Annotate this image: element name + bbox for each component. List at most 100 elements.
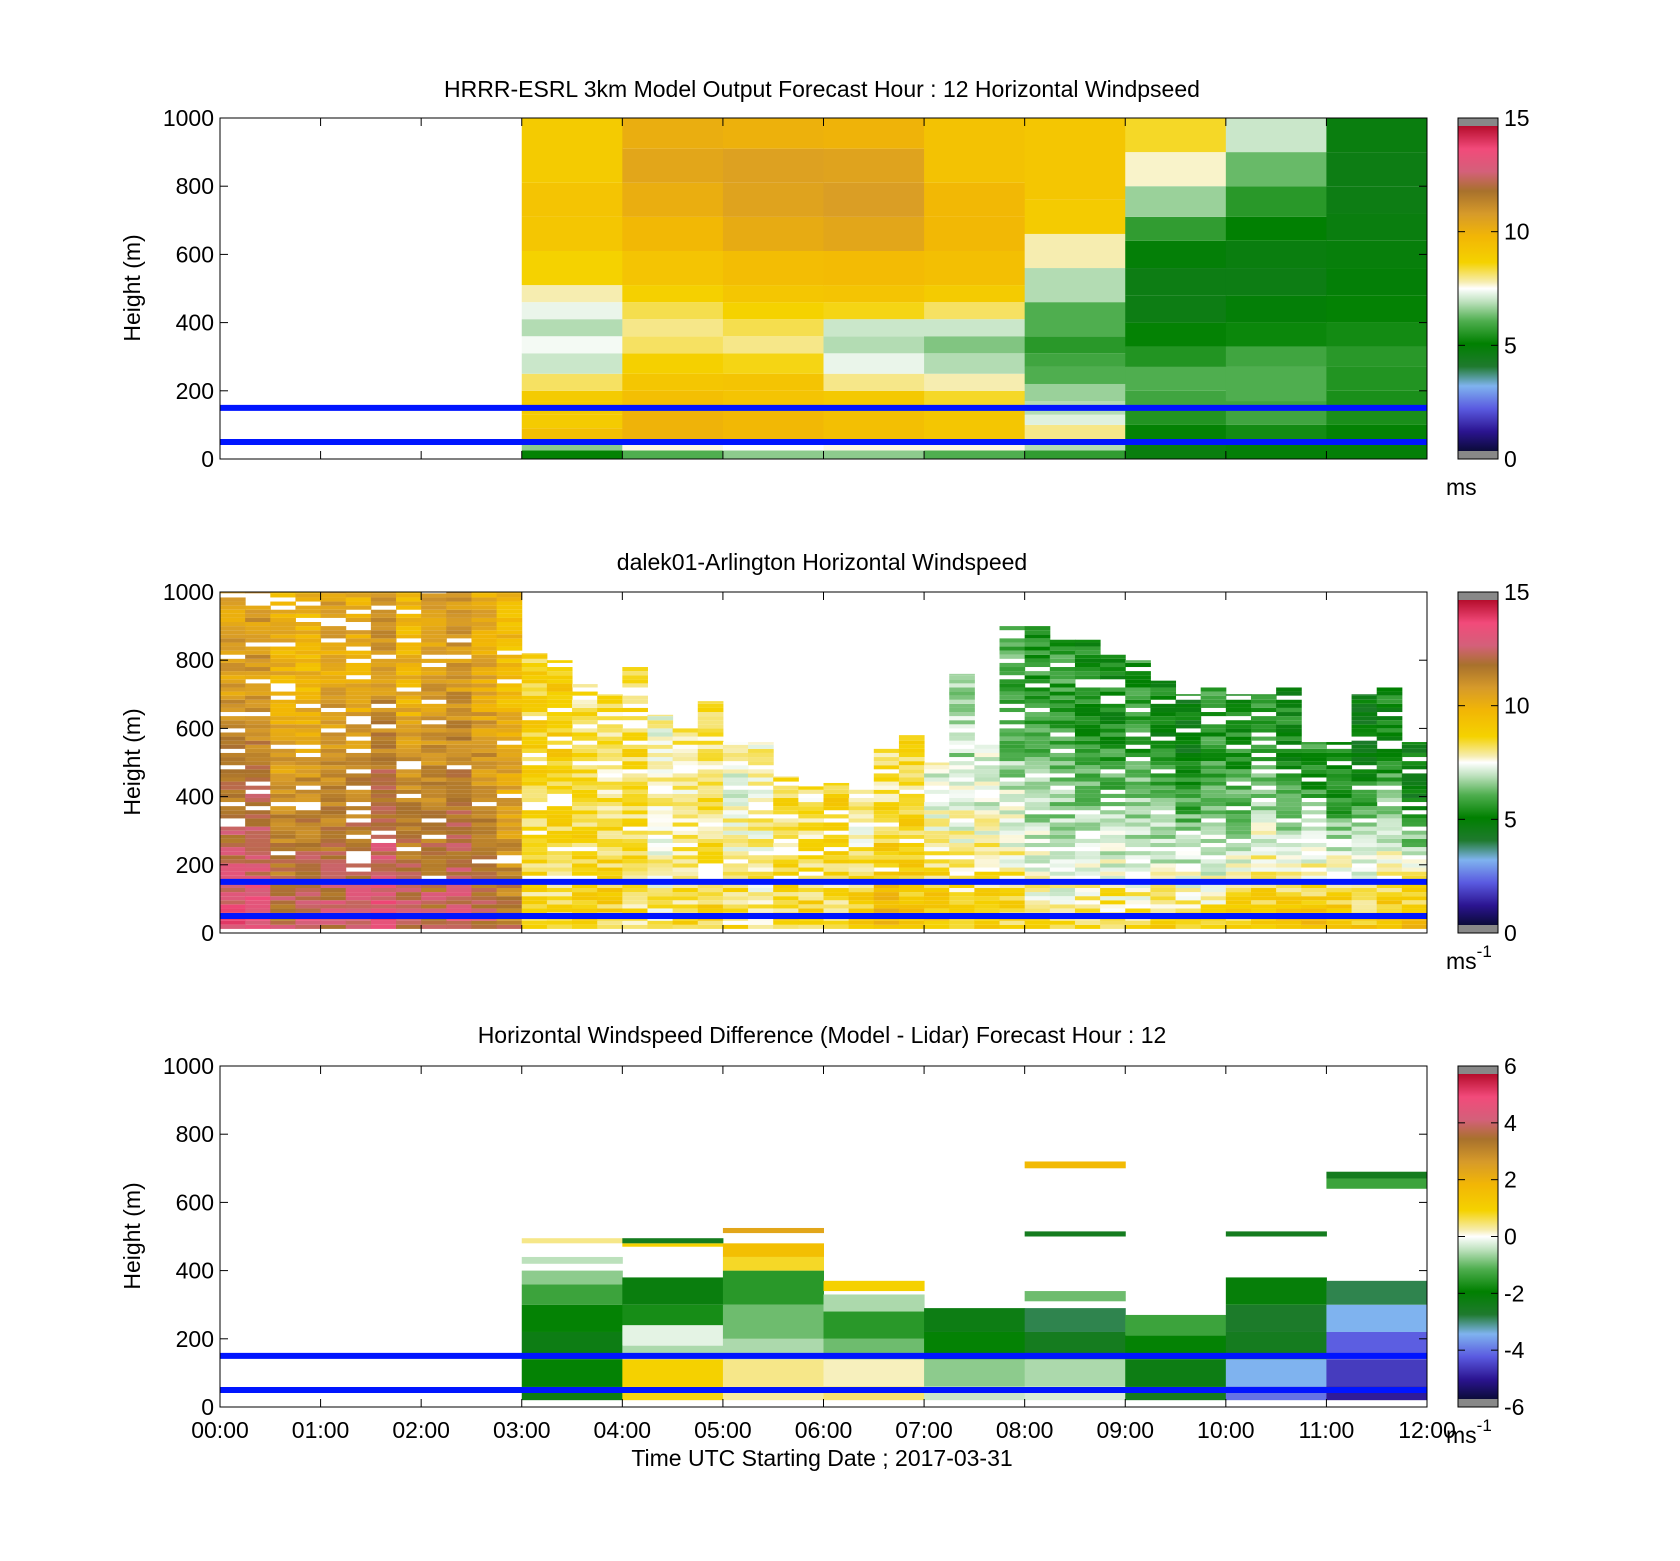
heat-cell bbox=[949, 687, 975, 692]
heat-cell bbox=[748, 855, 774, 860]
heat-cell bbox=[1250, 806, 1277, 811]
heat-cell bbox=[722, 900, 749, 905]
heat-cell bbox=[245, 740, 271, 745]
heat-cell bbox=[999, 691, 1026, 696]
heat-cell bbox=[446, 675, 472, 680]
heat-cell bbox=[1326, 822, 1353, 827]
heat-cell bbox=[270, 785, 296, 790]
heat-cell bbox=[898, 761, 925, 766]
heat-cell bbox=[1175, 699, 1202, 704]
heat-cell bbox=[999, 789, 1026, 794]
heat-cell bbox=[672, 826, 699, 831]
heat-cell bbox=[496, 789, 523, 794]
heat-cell bbox=[1175, 765, 1202, 770]
heat-cell bbox=[622, 1277, 724, 1305]
heat-cell bbox=[421, 781, 447, 786]
heat-cell bbox=[496, 834, 523, 839]
heat-cell bbox=[1225, 924, 1252, 929]
heat-cell bbox=[546, 691, 573, 696]
heat-cell bbox=[446, 683, 472, 688]
heat-cell bbox=[295, 658, 322, 663]
heat-cell bbox=[446, 859, 472, 864]
heat-cell bbox=[1376, 752, 1403, 758]
heat-cell bbox=[672, 806, 699, 811]
heat-cell bbox=[496, 630, 523, 635]
heat-cell bbox=[1225, 920, 1252, 925]
heat-cell bbox=[672, 777, 699, 782]
heat-cell bbox=[220, 847, 246, 852]
heat-cell bbox=[697, 720, 724, 725]
heat-cell bbox=[974, 797, 1001, 803]
heat-cell bbox=[1401, 765, 1428, 770]
heat-cell bbox=[396, 810, 422, 815]
heat-cell bbox=[1376, 838, 1403, 843]
heat-cell bbox=[270, 826, 296, 831]
heat-cell bbox=[270, 875, 296, 880]
heat-cell bbox=[1074, 851, 1101, 856]
heat-cell bbox=[295, 683, 322, 688]
y-tick-label: 600 bbox=[176, 241, 214, 267]
heat-cell bbox=[622, 1243, 724, 1247]
heat-cell bbox=[1401, 744, 1428, 749]
heat-cell bbox=[848, 896, 875, 901]
heat-cell bbox=[471, 683, 498, 688]
heat-cell bbox=[496, 695, 523, 700]
colorbar-tick-label: 0 bbox=[1504, 1224, 1517, 1250]
heat-cell bbox=[748, 789, 774, 794]
heat-cell bbox=[597, 818, 623, 823]
heat-cell bbox=[999, 667, 1026, 672]
heat-cell bbox=[1376, 748, 1403, 753]
heat-cell bbox=[1150, 900, 1177, 905]
heat-cell bbox=[622, 675, 648, 680]
heat-cell bbox=[220, 785, 246, 790]
heat-cell bbox=[748, 875, 774, 880]
heat-cell bbox=[672, 802, 699, 807]
heat-cell bbox=[748, 822, 774, 827]
heat-cell bbox=[1150, 887, 1177, 893]
heat-cell bbox=[572, 818, 598, 823]
heat-cell bbox=[1024, 744, 1051, 749]
heat-cell bbox=[622, 450, 724, 459]
heat-cell bbox=[622, 924, 648, 929]
heat-cell bbox=[220, 814, 246, 819]
heat-cell bbox=[898, 744, 925, 749]
heat-cell bbox=[546, 818, 573, 823]
heat-cell bbox=[1125, 441, 1227, 459]
heat-cell bbox=[1200, 871, 1227, 876]
heat-cell bbox=[848, 830, 875, 835]
heat-cell bbox=[320, 609, 347, 614]
heat-cell bbox=[949, 761, 975, 766]
heat-cell bbox=[320, 712, 347, 717]
heat-cell bbox=[245, 732, 271, 737]
heat-cell bbox=[1326, 781, 1353, 786]
heat-cell bbox=[798, 822, 824, 827]
heat-cell bbox=[245, 883, 271, 888]
heat-cell bbox=[1225, 896, 1252, 901]
heat-cell bbox=[597, 924, 623, 929]
heat-cell bbox=[370, 646, 397, 651]
heat-cell bbox=[1276, 707, 1302, 713]
heat-cell bbox=[270, 654, 296, 659]
heat-cell bbox=[245, 654, 271, 659]
heat-cell bbox=[1074, 761, 1101, 766]
heat-cell bbox=[1024, 634, 1051, 639]
heat-cell bbox=[320, 720, 347, 725]
heat-cell bbox=[496, 736, 523, 741]
heat-cell bbox=[1401, 900, 1428, 905]
heat-cell bbox=[1301, 842, 1327, 848]
heat-cell bbox=[220, 707, 246, 713]
heat-cell bbox=[597, 875, 623, 880]
heat-cell bbox=[320, 883, 347, 888]
heat-cell bbox=[572, 822, 598, 827]
heat-cell bbox=[848, 871, 875, 876]
heat-cell bbox=[521, 691, 548, 696]
heat-cell bbox=[1125, 789, 1151, 794]
heat-cell bbox=[798, 875, 824, 880]
heat-cell bbox=[370, 720, 397, 725]
heat-cell bbox=[370, 736, 397, 741]
heat-cell bbox=[1200, 867, 1227, 872]
heat-cell bbox=[471, 896, 498, 901]
heat-cell bbox=[320, 716, 347, 721]
heat-cell bbox=[1225, 830, 1252, 835]
